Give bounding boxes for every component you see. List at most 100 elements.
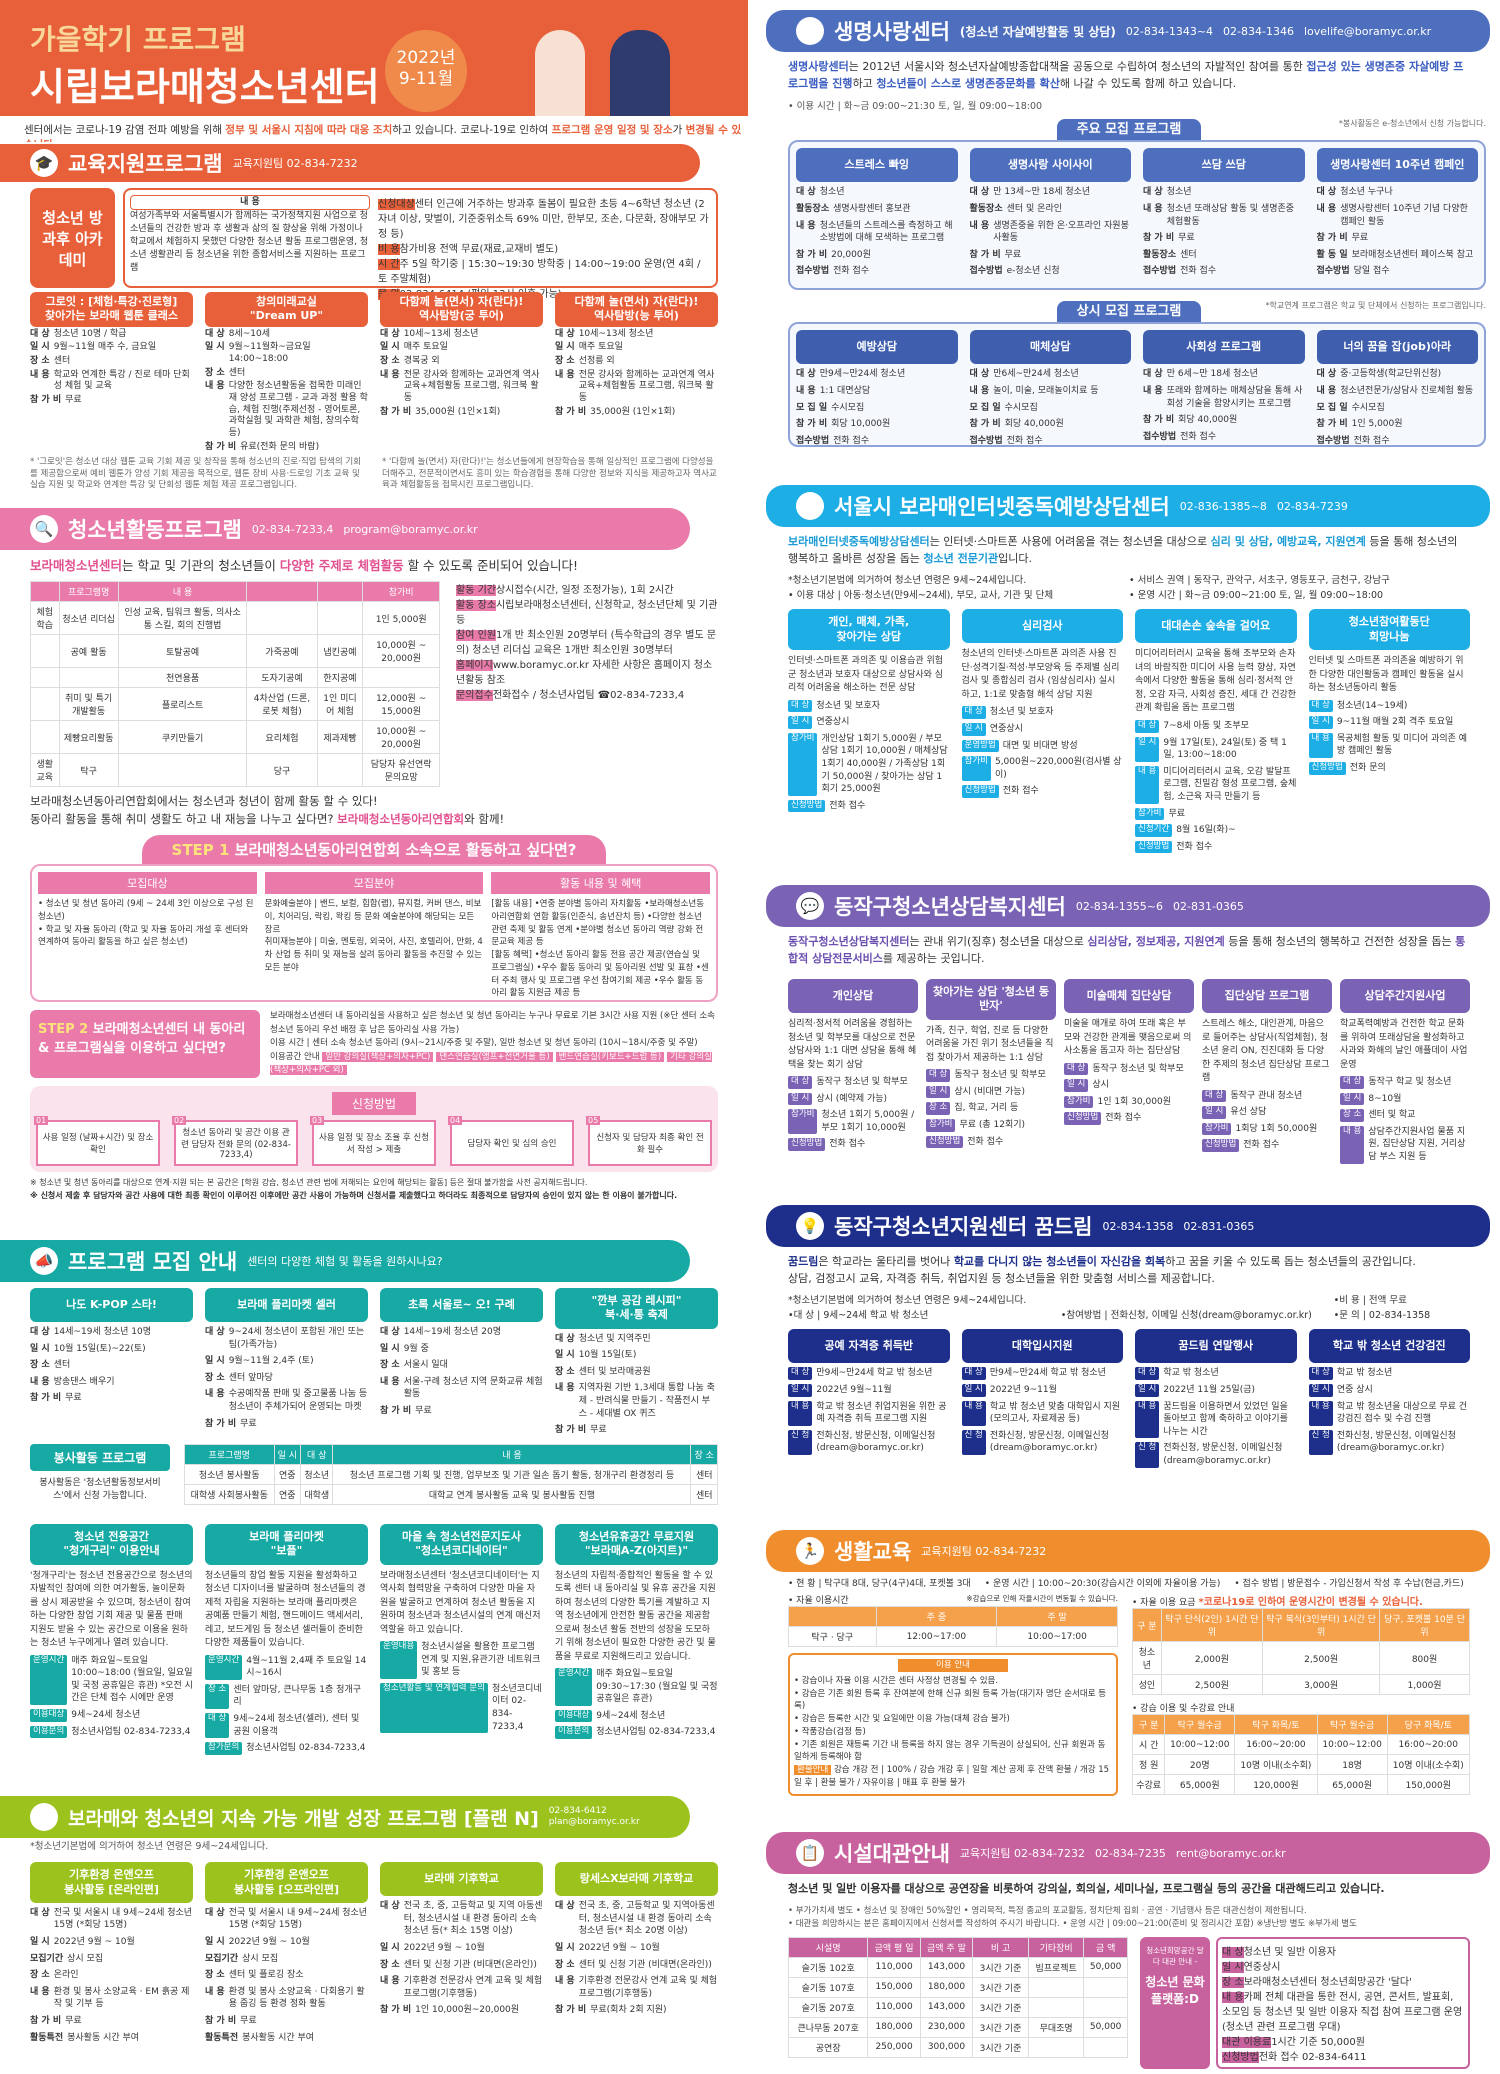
detail-row: 참 가 비 무료 (30, 1392, 193, 1405)
text: 02-834-7239 (1276, 499, 1348, 513)
detail-value: 전화신청, 방문신청, 이메일신청 (dream@boramyc.or.kr) (1163, 1443, 1283, 1467)
detail-row: 참 가 비 무료(회차 2회 지원) (555, 2004, 718, 2017)
detail-label: 대 상 (1316, 187, 1337, 198)
card-title: 다함께 놀(면서) 자(란다)! 역사탐방(능 투어) (555, 292, 718, 327)
detail-row: 신 청 전화신청, 방문신청, 이메일신청 (dream@boramyc.or.k… (961, 1429, 1124, 1456)
detail-value: 청소년 및 보호자 (816, 700, 881, 711)
program-card: 쓰담 쓰담 대 상 청소년 내 용 청소년 또래상담 활동 및 생명존중 체험활동 참 가… (1143, 148, 1305, 282)
text: 보라매청소년동아리연합회 (337, 812, 465, 827)
card-title: 상담주간지원사업 (1340, 979, 1470, 1014)
detail-value: 주 5일 학기중 | 15:30~19:30 방학중 | 14:00~19:00… (378, 259, 701, 285)
program-card: 대대손손 숲속을 걸어요 미디어리터러시 교육을 통해 조부모와 손자녀의 바람직… (1135, 609, 1297, 854)
table-cell (1083, 2036, 1128, 2058)
detail-row: 신청방법 전화 접수 (1135, 840, 1297, 854)
card-title: 청소년 전용공간 "청개구리" 이용안내 (30, 1524, 193, 1565)
card-title: 나도 K-POP 스타! (30, 1288, 193, 1322)
column-text: • 청소년 및 청년 동아리 (9세 ~ 24세 3인 이상으로 구성 된 청소… (38, 899, 254, 948)
detail-value: 1인 1회 30,000원 (1097, 1096, 1171, 1107)
detail-row: 일 시 매주 토요일 (380, 342, 543, 354)
detail-label: 장 소 (205, 1683, 230, 1709)
detail-label: 일 시 (788, 716, 813, 729)
detail-label: 장 소 (30, 1360, 50, 1371)
detail-label: 일 시 (788, 1384, 813, 1397)
detail-label: 내 용 (1308, 732, 1333, 758)
detail-value: 만 13세~만 18세 청소년 (993, 187, 1091, 198)
apply-step: 01 사용 일정 (날짜+시간) 및 장소 확인 (34, 1115, 160, 1166)
detail-value: 청소년코디네이터 02-834-7233,4 (491, 1683, 542, 1732)
detail-row: 모집기간 상시 모집 (205, 1953, 368, 1966)
plan-cards: 기후환경 온앤오프 봉사활동 [온라인편] 대 상 전국 및 서울시 내 9세~24… (0, 1856, 748, 2050)
detail-value: 센터 (228, 367, 246, 378)
detail-label: 대 상 (788, 1076, 813, 1089)
text: 동작구청소년상담복지센터 (788, 935, 910, 948)
text: 센터에서는 코로나-19 감염 전파 예방을 위해 (24, 124, 226, 136)
text: 를 제공하는 곳입니다. (882, 952, 985, 966)
apply-method: 신청방법 01 사용 일정 (날짜+시간) 및 장소 확인 02 청소년 동아리 및 … (30, 1085, 718, 1172)
table-cell: 10:00~12:00 (1316, 1734, 1388, 1755)
table-cell: 대학생 (300, 1484, 334, 1505)
counsel-header: 💬 동작구청소년상담복지센터 02-834-1355~6 02-831-0365 (766, 885, 1490, 927)
detail-row: 이용문의 청소년사업팀 02-834-7233,4 (555, 1726, 718, 1740)
detail-label: 모 집 일 (796, 402, 828, 413)
detail-value: 청소년사업팀 02-834-7233,4 (596, 1727, 716, 1738)
program-card: 심리검사 청소년의 인터넷·스마트폰 과의존 사용 진단·성격기질·적성·부모양육… (961, 609, 1123, 853)
card-title: 미술매체 집단상담 (1064, 979, 1194, 1014)
column-header: 탁구 복식(3인부터) 1시간 단위 (1262, 1608, 1381, 1642)
text: 상담, 검정고시 교육, 자격증 취득, 취업지원 등 청소년들을 위한 맞춤형… (788, 1272, 1215, 1286)
detail-value: 2022년 9월 ~ 10월 (578, 1943, 660, 1954)
column-text: 문화예술분야 | 밴드, 보컬, 힙합(랩), 뮤지컬, 커버 댄스, 비보이,… (264, 899, 483, 973)
detail-label: 신청대상 (378, 199, 415, 210)
sports-info: • 현 황 | 탁구대 8대, 당구(4구)4대, 포켓볼 3대 • 운영 시간 … (758, 1572, 1500, 1593)
table-cell: 시 간 (1131, 1734, 1166, 1755)
card-title: 너의 꿈을 잡(job)아라 (1316, 330, 1478, 365)
card-title: 학교 밖 청소년 건강검진 (1308, 1329, 1470, 1364)
detail-row: 대 상 학교 밖 청소년 (1135, 1367, 1297, 1381)
detail-row: 참 가 비 35,000원 (1인×1회) (380, 407, 543, 419)
banner-year: 2022년 (396, 48, 456, 68)
column-header: 탁구 화목/토 (1234, 1714, 1318, 1735)
table-cell (246, 601, 318, 636)
detail-label: 내 용 (788, 1400, 813, 1426)
detail-row: 대 상 9세~24세 청소년(셀러), 센터 및 공원 이용객 (205, 1712, 368, 1739)
detail-row: 신 청 전화신청, 방문신청, 이메일신청 (dream@boramyc.or.k… (788, 1429, 950, 1456)
detail-label: 활동장소 (1143, 249, 1177, 260)
detail-value: 수시모집 (1004, 402, 1038, 413)
detail-row: 대 상 전국 및 서울시 내 9세~24세 청소년 15명 (*회당 15명) (30, 1907, 193, 1932)
detail-value: 만6세~만24세 청소년 (993, 369, 1079, 380)
detail-label: 대 상 (380, 328, 400, 339)
detail-label: 장 소 (926, 1102, 951, 1115)
detail-value: 1회당 1회 50,000원 (1235, 1123, 1318, 1134)
table-cell (58, 667, 119, 689)
column-header: 구 분 (1131, 1714, 1166, 1735)
detail-value: 청소년 (819, 187, 845, 198)
card-title: 그로잇 : [체험·특강·진로형] 찾아가는 보라매 웹툰 클래스 (30, 292, 193, 327)
table-cell: 65,000원 (1164, 1774, 1236, 1795)
detail-label: 장 소 (205, 1970, 225, 1981)
detail-value: 환경 및 봉사 소양교육 · 다회용기 활용 줍깅 등 환경 정화 활동 (228, 1986, 365, 2010)
detail-value: 청소년(14~19세) (1336, 700, 1408, 711)
detail-row: 대 상 학교 밖 청소년 (1308, 1367, 1471, 1381)
guide-item: • 기존 회원은 재등록 기간 내 등록을 하지 않는 경우 기득권이 상실되어… (794, 1739, 1106, 1763)
text: 와 함께! (464, 812, 505, 827)
step1-column: 활동 내용 및 혜택 [활동 내용] •연중 분야별 동아리 자치활동 •보라매청… (491, 872, 711, 998)
detail-label: 참가문의 (205, 1742, 243, 1755)
detail-label: 대 상 (30, 328, 50, 339)
detail-label: 참 가 비 (30, 2016, 62, 2026)
column-title: 모집대상 (38, 872, 257, 894)
rental-intro: 청소년 및 일반 이용자를 대상으로 공연장을 비롯하여 강의실, 회의실, 세… (788, 1882, 1385, 1895)
email[interactable]: program@boramyc.or.kr (343, 522, 478, 536)
detail-label: 내 용 (1340, 1125, 1365, 1164)
detail-row: 일 시 2022년 9월~11월 (788, 1384, 950, 1397)
detail-label: 참 가 비 (380, 2005, 412, 2016)
internet-header: ➚ 서울시 보라매인터넷중독예방상담센터 02-836-1385~8 02-834-7… (766, 485, 1490, 527)
detail-value: 연중상시 (816, 717, 850, 728)
life-love-section: ♡ 생명사랑센터 (청소년 자살예방활동 및 상담) 02-834-1343~4 02-… (758, 10, 1500, 465)
detail-value: 9~24세 청소년이 포함된 개인 또는 팀(가족가능) (228, 1327, 365, 1350)
detail-value: 전화 접수 (1243, 1140, 1280, 1151)
detail-row: 참 가 비 무료 (1143, 232, 1305, 245)
detail-row: 참여 인원1개 반 최소인원 20명부터 (특수학급의 경우 별도 문의) 청소… (456, 626, 718, 656)
card-title: "깐부 공감 레시피" 북·세·통 축제 (555, 1288, 718, 1329)
detail-row: 대 상 동작구 청소년 및 학부모 (788, 1076, 918, 1089)
detail-row: 내 용 놀이, 미술, 모래놀이치료 등 (970, 385, 1132, 398)
